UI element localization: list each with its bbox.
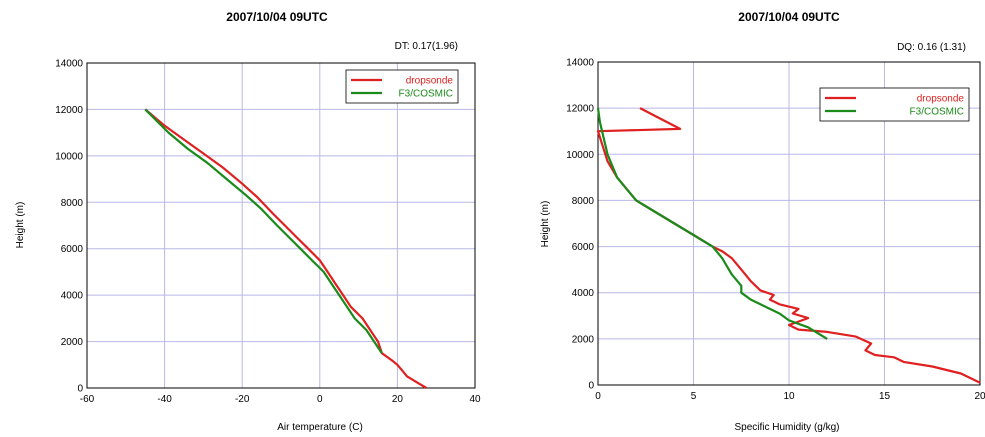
series-line-dropsonde: [144, 108, 428, 389]
y-tick-label: 10000: [566, 150, 594, 161]
humidity-chart: 2007/10/04 09UTC DQ: 0.16 (1.31) Specifi…: [540, 10, 985, 433]
y-tick-label: 2000: [61, 337, 84, 348]
legend-box: [819, 87, 970, 122]
x-tick-label: 20: [974, 391, 985, 402]
x-tick-label: 0: [317, 394, 323, 405]
y-tick-label: 14000: [566, 58, 594, 69]
x-tick-label: 15: [879, 391, 891, 402]
legend-label: dropsonde: [917, 94, 965, 105]
chart-annotation: DQ: 0.16 (1.31): [897, 42, 966, 53]
x-axis-label: Specific Humidity (g/kg): [734, 422, 839, 433]
y-tick-label: 0: [77, 384, 83, 395]
chart-annotation: DT: 0.17(1.96): [395, 41, 458, 52]
plot-frame: [86, 62, 476, 389]
y-axis-label: Height (m): [540, 201, 551, 248]
legend-label: dropsonde: [406, 76, 454, 87]
y-tick-label: 2000: [572, 334, 595, 345]
x-tick-label: 40: [469, 394, 481, 405]
series-line-f3-cosmic: [144, 108, 383, 354]
y-tick-label: 6000: [572, 242, 595, 253]
y-tick-label: 10000: [55, 151, 83, 162]
x-tick-label: 10: [783, 391, 795, 402]
x-tick-label: 0: [595, 391, 601, 402]
x-tick-label: -40: [157, 394, 172, 405]
x-axis-label: Air temperature (C): [277, 422, 363, 433]
x-tick-label: -20: [235, 394, 250, 405]
y-tick-label: 14000: [55, 59, 83, 70]
y-tick-label: 8000: [61, 198, 84, 209]
plot-frame: [597, 61, 981, 386]
legend-box: [345, 69, 459, 104]
y-tick-label: 12000: [566, 104, 594, 115]
legend-label: F3/COSMIC: [399, 89, 453, 100]
x-tick-label: 20: [392, 394, 404, 405]
x-tick-label: -60: [80, 394, 95, 405]
y-tick-label: 12000: [55, 105, 83, 116]
y-tick-label: 6000: [61, 244, 84, 255]
y-tick-label: 0: [588, 381, 594, 392]
chart-title: 2007/10/04 09UTC: [226, 10, 328, 24]
series-line-f3-cosmic: [596, 107, 828, 340]
legend-label: F3/COSMIC: [910, 107, 964, 118]
temperature-chart: 2007/10/04 09UTC DT: 0.17(1.96) Air temp…: [15, 10, 481, 433]
y-axis-label: Height (m): [15, 202, 26, 249]
y-tick-label: 4000: [61, 291, 84, 302]
chart-title: 2007/10/04 09UTC: [738, 10, 840, 24]
y-tick-label: 8000: [572, 196, 595, 207]
y-tick-label: 4000: [572, 288, 595, 299]
x-tick-label: 5: [691, 391, 697, 402]
